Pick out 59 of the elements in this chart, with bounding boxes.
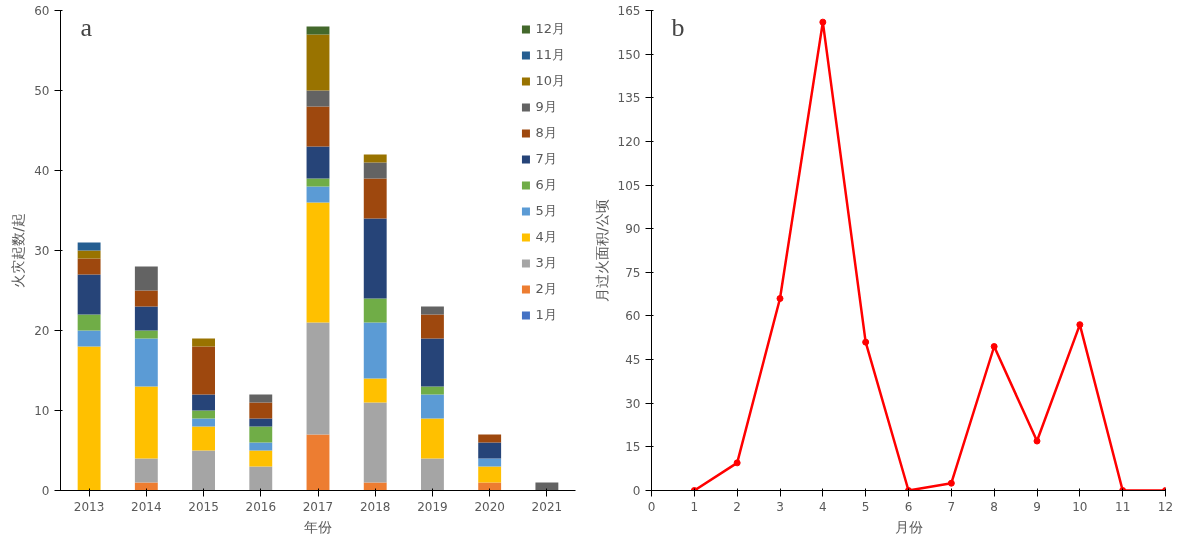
chart-title: b [671, 12, 685, 42]
legend-label: 7月 [535, 150, 557, 168]
y-tick-label: 40 [34, 164, 50, 178]
y-tick-label: 0 [41, 484, 50, 498]
legend-label: 10月 [535, 72, 565, 90]
x-tick-label: 9 [1033, 499, 1041, 514]
legend-label: 5月 [535, 202, 557, 220]
x-tick-label: 10 [1072, 499, 1088, 514]
legend-label: 8月 [535, 124, 557, 142]
legend-label: 1月 [535, 306, 557, 324]
y-tick-label: 30 [34, 244, 50, 258]
legend-label: 12月 [535, 20, 565, 38]
y-tick-label: 165 [617, 4, 641, 18]
y-axis-title: 月过火面积/公顷 [593, 199, 610, 302]
legend-label: 3月 [535, 254, 557, 272]
legend-label: 11月 [535, 46, 565, 64]
x-tick-label: 0 [647, 499, 656, 514]
y-tick-label: 75 [625, 265, 641, 280]
y-tick-label: 150 [617, 47, 641, 62]
legend-label: 9月 [535, 98, 557, 116]
x-axis-title: 月份 [894, 518, 923, 535]
x-tick-label: 7 [947, 499, 956, 514]
legend-label: 2月 [535, 280, 557, 298]
x-tick-label: 3 [776, 499, 784, 514]
x-tick-label: 2021 [531, 499, 563, 514]
y-tick-label: 10 [34, 404, 50, 418]
legend-label: 4月 [535, 228, 557, 246]
y-tick-label: 45 [625, 353, 641, 368]
y-tick-label: 90 [625, 222, 641, 237]
x-tick-label: 4 [819, 499, 827, 514]
x-tick-label: 2018 [359, 499, 391, 514]
x-tick-label: 2 [733, 499, 741, 514]
legend-label: 6月 [535, 176, 557, 194]
chart-title: a [80, 12, 93, 42]
x-tick-label: 11 [1115, 499, 1131, 514]
y-tick-label: 60 [625, 309, 641, 324]
x-tick-label: 1 [690, 499, 699, 514]
x-tick-label: 2013 [73, 499, 105, 514]
y-tick-label: 135 [617, 91, 641, 106]
y-tick-label: 50 [34, 84, 50, 98]
x-tick-label: 12 [1157, 499, 1174, 514]
y-tick-label: 30 [625, 396, 641, 411]
x-tick-label: 2014 [131, 499, 162, 514]
y-tick-label: 0 [632, 484, 641, 498]
x-tick-label: 2017 [302, 499, 334, 514]
y-tick-label: 60 [34, 4, 50, 18]
y-tick-label: 15 [625, 440, 641, 455]
x-tick-label: 5 [861, 499, 870, 514]
x-axis-title: 年份 [304, 518, 332, 535]
y-tick-label: 20 [34, 324, 50, 338]
x-tick-label: 2020 [474, 499, 505, 514]
x-tick-label: 8 [990, 499, 998, 514]
x-tick-label: 2016 [245, 499, 277, 514]
x-tick-label: 2015 [188, 499, 219, 514]
y-tick-label: 120 [617, 134, 641, 149]
x-tick-label: 2019 [417, 499, 448, 514]
y-axis-title: 火灾起数/起 [10, 213, 27, 288]
y-tick-label: 105 [617, 178, 641, 193]
x-tick-label: 6 [904, 499, 913, 514]
